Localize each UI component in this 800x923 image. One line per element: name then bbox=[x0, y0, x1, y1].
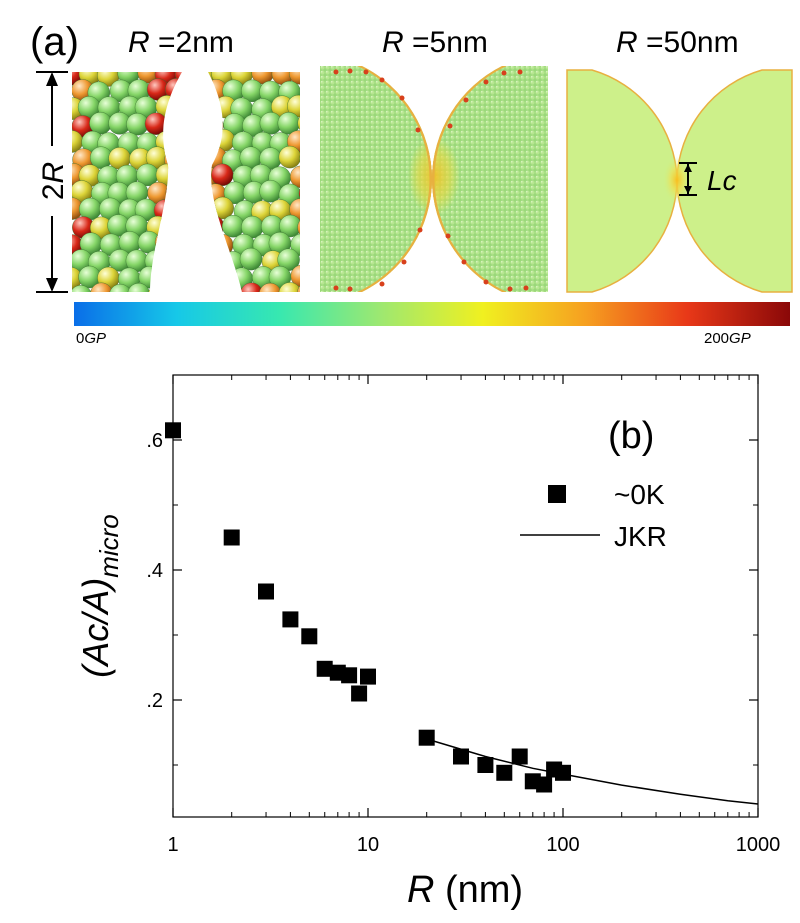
atom-sphere bbox=[290, 165, 300, 189]
title-r50nm: R =50nm bbox=[616, 26, 739, 60]
title-r5nm-value: =5nm bbox=[403, 26, 488, 59]
title-r50nm-value: =50nm bbox=[637, 26, 739, 59]
atom-sphere bbox=[278, 145, 300, 169]
data-point-0k bbox=[165, 422, 181, 439]
atom-sphere bbox=[127, 283, 150, 292]
colorbar-min-unit: GP bbox=[84, 330, 107, 347]
data-point-0k bbox=[536, 776, 553, 793]
data-point-0k bbox=[301, 628, 318, 645]
dimension-label: 2R bbox=[37, 162, 70, 200]
data-point-0k bbox=[555, 764, 571, 781]
data-point-0k bbox=[282, 611, 299, 628]
y-tick-label: .6 bbox=[146, 430, 163, 452]
atom-sphere bbox=[279, 214, 300, 238]
y-tick-label: .2 bbox=[146, 690, 163, 712]
colorbar-max-value: 200 bbox=[704, 330, 730, 347]
legend-label-0k: ~0K bbox=[614, 479, 665, 510]
title-r5nm-var: R bbox=[382, 26, 404, 59]
x-axis-label-var: R bbox=[407, 869, 434, 911]
panel-b-label: (b) bbox=[608, 415, 654, 457]
legend-label-jkr: JKR bbox=[614, 521, 667, 552]
title-r2nm-var: R bbox=[128, 26, 150, 59]
dimension-arrowhead-top bbox=[46, 72, 58, 86]
contact-stress-glow bbox=[663, 156, 691, 204]
x-tick-label: 10 bbox=[357, 834, 379, 856]
atom-sphere bbox=[289, 72, 300, 85]
x-axis-ticks: 1 10 100 1000 bbox=[167, 375, 780, 856]
particle-r5nm-surface-dots bbox=[333, 68, 529, 292]
title-r2nm: R =2nm bbox=[128, 26, 234, 60]
title-r50nm-var: R bbox=[616, 26, 638, 59]
dimension-label-var: R bbox=[37, 162, 70, 184]
data-point-0k bbox=[351, 685, 368, 702]
atom-sphere bbox=[297, 216, 300, 239]
title-r5nm: R =5nm bbox=[382, 26, 488, 60]
x-tick-label: 100 bbox=[546, 834, 579, 856]
y-axis-label-sub: micro bbox=[94, 514, 124, 578]
colorbar-max-label: 200GP bbox=[704, 330, 751, 347]
contact-arrowhead-bottom bbox=[684, 186, 692, 194]
series-jkr-line bbox=[426, 738, 759, 805]
title-r2nm-value: =2nm bbox=[149, 26, 234, 59]
atom-sphere bbox=[109, 284, 132, 292]
data-point-0k bbox=[258, 583, 274, 600]
data-point-0k bbox=[360, 668, 376, 685]
data-point-0k bbox=[477, 757, 494, 773]
atom-sphere bbox=[278, 282, 300, 292]
data-point-0k bbox=[316, 660, 333, 677]
y-axis-ticks: .2 .4 .6 bbox=[146, 430, 758, 766]
atom-sphere bbox=[287, 94, 300, 118]
data-point-0k bbox=[223, 529, 240, 546]
contact-length-label: Lc bbox=[707, 165, 737, 196]
atom-sphere bbox=[239, 247, 263, 271]
atom-sphere bbox=[299, 147, 300, 171]
panel-a-figure: 2R Lc bbox=[36, 66, 793, 326]
colorbar-min-label: 0GP bbox=[76, 330, 106, 347]
atom-sphere bbox=[259, 282, 282, 292]
panel-a-label: (a) bbox=[30, 20, 79, 64]
colorbar bbox=[74, 302, 790, 326]
atom-sphere bbox=[90, 282, 113, 292]
atom-sphere bbox=[289, 198, 300, 221]
x-axis-label-unit: (nm) bbox=[434, 869, 523, 911]
x-tick-label: 1 bbox=[167, 834, 178, 856]
particle-r50nm: Lc bbox=[566, 69, 793, 293]
dimension-arrowhead-bottom bbox=[46, 278, 58, 292]
atom-sphere bbox=[290, 264, 300, 288]
dimension-label-bg bbox=[40, 146, 64, 216]
data-point-0k bbox=[418, 729, 435, 746]
x-axis-label: R (nm) bbox=[407, 869, 523, 911]
data-point-0k bbox=[453, 748, 469, 765]
data-point-0k bbox=[341, 667, 358, 684]
atom-sphere bbox=[297, 111, 300, 135]
atom-sphere bbox=[298, 181, 300, 205]
atom-sphere bbox=[72, 285, 93, 292]
y-axis-label-main: (Ac/A) bbox=[75, 578, 116, 678]
x-tick-label: 1000 bbox=[736, 834, 781, 856]
legend-marker-0k bbox=[548, 485, 566, 503]
data-point-0k bbox=[496, 764, 513, 781]
dimension-label-num: 2 bbox=[37, 183, 70, 200]
atom-sphere bbox=[240, 282, 263, 292]
colorbar-max-unit: GP bbox=[729, 330, 751, 347]
plot-frame bbox=[172, 374, 759, 818]
y-axis-label: (Ac/A)micro bbox=[75, 514, 124, 678]
data-point-0k bbox=[511, 748, 528, 765]
colorbar-min-value: 0 bbox=[76, 330, 85, 347]
atom-sphere bbox=[290, 233, 300, 257]
series-0k-markers bbox=[165, 422, 571, 793]
contact-arrowhead-top bbox=[684, 164, 692, 172]
y-tick-label: .4 bbox=[146, 560, 163, 582]
